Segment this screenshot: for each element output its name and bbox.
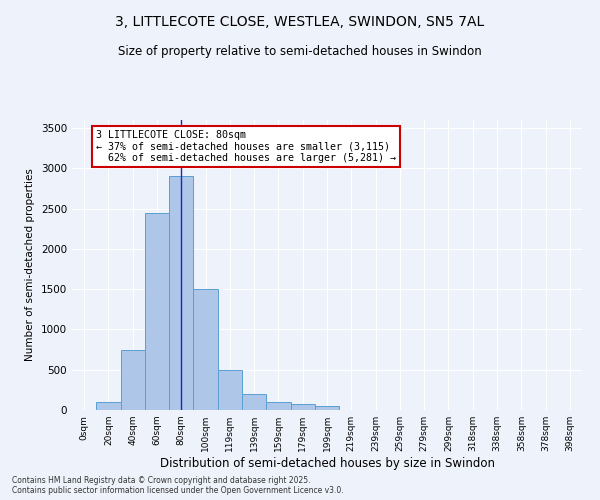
Text: Contains HM Land Registry data © Crown copyright and database right 2025.
Contai: Contains HM Land Registry data © Crown c… [12,476,344,495]
Text: Size of property relative to semi-detached houses in Swindon: Size of property relative to semi-detach… [118,45,482,58]
Bar [315,406,339,410]
Bar [169,176,193,410]
Y-axis label: Number of semi-detached properties: Number of semi-detached properties [25,168,35,362]
Bar [218,370,242,410]
Text: 3 LITTLECOTE CLOSE: 80sqm
← 37% of semi-detached houses are smaller (3,115)
  62: 3 LITTLECOTE CLOSE: 80sqm ← 37% of semi-… [96,130,396,163]
X-axis label: Distribution of semi-detached houses by size in Swindon: Distribution of semi-detached houses by … [160,457,494,470]
Text: 3, LITTLECOTE CLOSE, WESTLEA, SWINDON, SN5 7AL: 3, LITTLECOTE CLOSE, WESTLEA, SWINDON, S… [115,15,485,29]
Bar [96,402,121,410]
Bar [121,350,145,410]
Bar [266,402,290,410]
Bar [242,394,266,410]
Bar [193,289,218,410]
Bar [290,404,315,410]
Bar [145,212,169,410]
